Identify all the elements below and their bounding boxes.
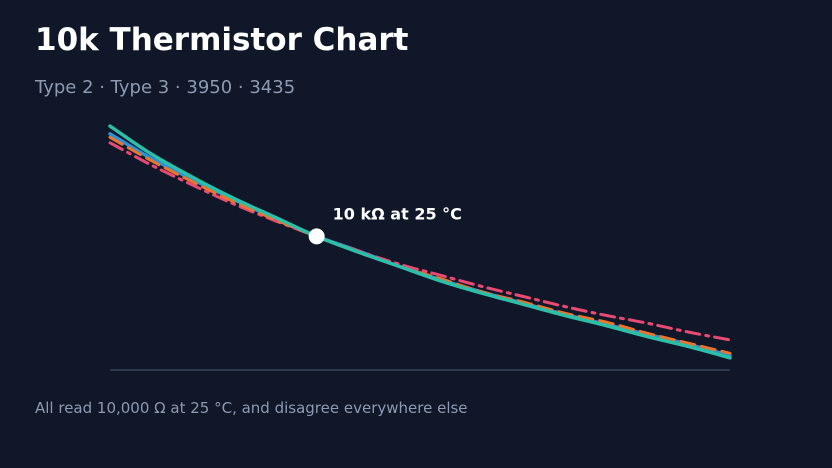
reference-point-marker: [308, 228, 325, 245]
reference-point-label: 10 kΩ at 25 °C: [333, 204, 462, 223]
chart-subtitle: Type 2 · Type 3 · 3950 · 3435: [35, 77, 296, 98]
chart-caption: All read 10,000 Ω at 25 °C, and disagree…: [35, 399, 468, 417]
chart-title: 10k Thermistor Chart: [35, 22, 409, 58]
series-layer: [108, 124, 732, 360]
annotation-layer: 10 kΩ at 25 °C: [308, 204, 462, 245]
series-line-3: [108, 141, 732, 342]
series-line-1: [108, 124, 732, 360]
